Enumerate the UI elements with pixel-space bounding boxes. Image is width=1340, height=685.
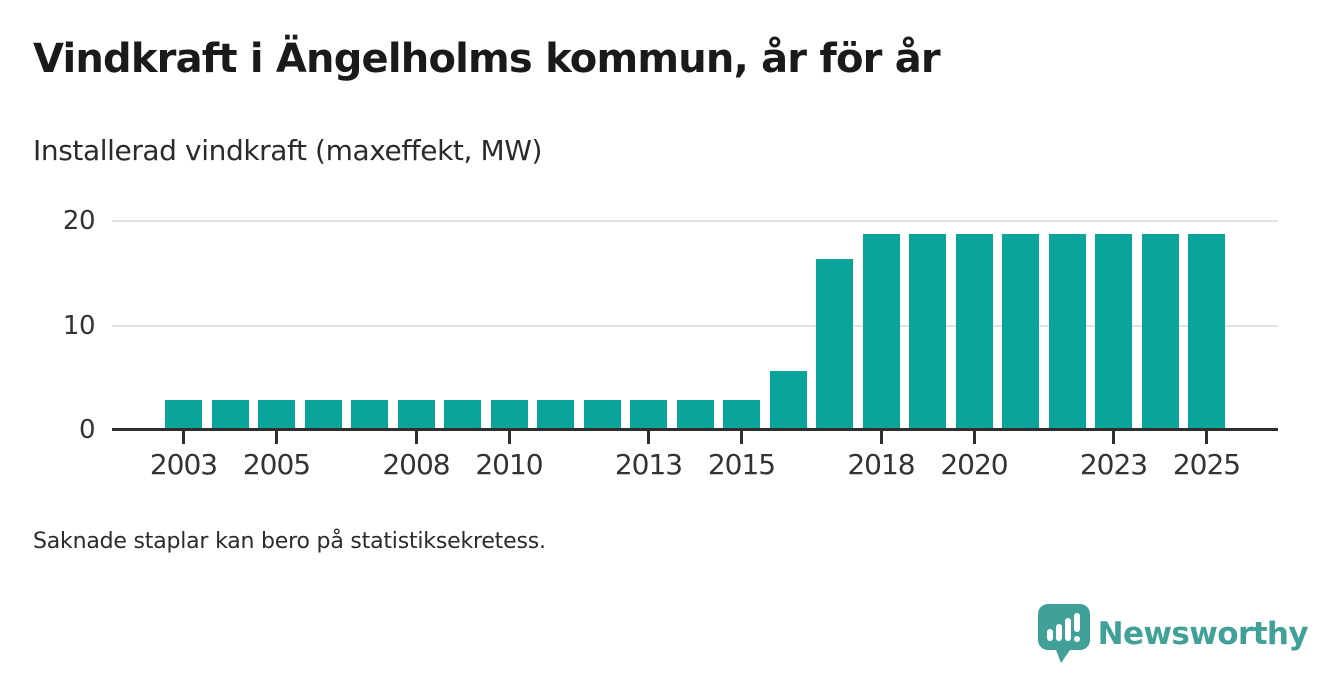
bar-2008 (397, 400, 435, 430)
x-tick-2010 (507, 430, 511, 444)
bar-2005 (258, 400, 295, 430)
x-tick-label-2005: 2005 (242, 448, 311, 481)
y-tick-label-0: 0 (78, 415, 96, 445)
bar-2007 (351, 400, 388, 430)
bar-2020 (955, 234, 993, 430)
bar-2018 (862, 234, 900, 430)
x-tick-label-2023: 2023 (1079, 448, 1148, 481)
plot-area: 0 10 20 2003 2005 2008 2010 2013 2015 2018 2020 202… (63, 206, 1278, 481)
bar-2015 (723, 400, 760, 430)
gridline-10 (112, 324, 1278, 327)
x-tick-label-2008: 2008 (382, 448, 450, 481)
bar-2014 (676, 400, 714, 430)
x-tick-label-2020: 2020 (940, 448, 1008, 481)
gridline-20 (112, 220, 1278, 222)
bar-2004 (211, 400, 249, 430)
x-tick-2025 (1205, 430, 1208, 444)
x-tick-label-2018: 2018 (847, 448, 915, 481)
chart-subtitle: Installerad vindkraft (maxeffekt, MW) (33, 134, 543, 167)
bar-2003 (165, 400, 202, 430)
bar-2009 (444, 400, 481, 430)
y-tick-label-10: 10 (62, 310, 96, 341)
x-tick-label-2010: 2010 (475, 448, 543, 481)
bar-2024 (1141, 234, 1179, 430)
x-tick-label-2013: 2013 (614, 448, 683, 481)
bar-2019 (909, 234, 946, 430)
bar-2021 (1002, 234, 1039, 430)
bar-2013 (630, 400, 667, 430)
x-tick-2013 (647, 430, 650, 444)
bar-2012 (583, 400, 621, 430)
bar-2011 (537, 400, 574, 430)
x-tick-2008 (414, 430, 418, 444)
x-tick-2020 (972, 430, 976, 444)
x-tick-2015 (740, 430, 743, 444)
x-tick-label-2003: 2003 (149, 448, 218, 481)
newsworthy-logo-icon (1037, 604, 1090, 663)
x-tick-2005 (275, 430, 278, 444)
x-tick-label-2015: 2015 (707, 448, 776, 481)
footnote: Saknade staplar kan bero på statistiksek… (33, 529, 546, 554)
newsworthy-logo: Newsworthy (1037, 604, 1309, 664)
bar-2025 (1188, 234, 1225, 430)
x-tick-2023 (1112, 430, 1115, 444)
bar-2006 (304, 400, 342, 430)
newsworthy-wordmark: Newsworthy (1097, 616, 1309, 652)
x-axis-line (112, 428, 1278, 431)
bar-2017 (816, 259, 853, 430)
x-tick-2018 (879, 430, 883, 444)
bar-2010 (490, 400, 528, 430)
x-tick-2003 (182, 430, 185, 444)
bar-2016 (769, 371, 807, 430)
y-tick-label-20: 20 (62, 206, 96, 236)
bar-2022 (1048, 234, 1086, 430)
x-tick-label-2025: 2025 (1172, 448, 1241, 481)
page-title: Vindkraft i Ängelholms kommun, år för år (33, 36, 941, 82)
bar-2023 (1095, 234, 1132, 430)
